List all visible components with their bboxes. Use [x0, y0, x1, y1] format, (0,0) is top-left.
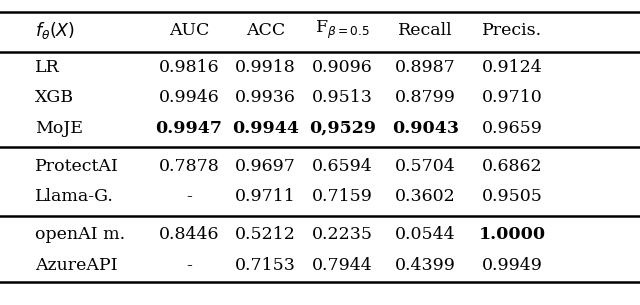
Text: 0.9043: 0.9043 [392, 120, 459, 137]
Text: 0.8799: 0.8799 [395, 89, 456, 106]
Text: 0.9949: 0.9949 [481, 257, 543, 274]
Text: 0.9505: 0.9505 [481, 188, 543, 205]
Text: F$_{\beta=0.5}$: F$_{\beta=0.5}$ [315, 19, 370, 41]
Text: -: - [186, 257, 192, 274]
Text: 0.7159: 0.7159 [312, 188, 373, 205]
Text: 0.2235: 0.2235 [312, 226, 373, 243]
Text: 0.9944: 0.9944 [232, 120, 299, 137]
Text: XGB: XGB [35, 89, 74, 106]
Text: 0.7153: 0.7153 [235, 257, 296, 274]
Text: 0.9096: 0.9096 [312, 59, 372, 76]
Text: 0.5212: 0.5212 [235, 226, 296, 243]
Text: 0.0544: 0.0544 [396, 226, 456, 243]
Text: 0.9947: 0.9947 [156, 120, 222, 137]
Text: 0.9710: 0.9710 [482, 89, 542, 106]
Text: 0,9529: 0,9529 [309, 120, 376, 137]
Text: 0.9936: 0.9936 [235, 89, 296, 106]
Text: -: - [186, 188, 192, 205]
Text: 1.0000: 1.0000 [479, 226, 545, 243]
Text: 0.9711: 0.9711 [236, 188, 296, 205]
Text: AUC: AUC [168, 22, 209, 38]
Text: Llama-G.: Llama-G. [35, 188, 114, 205]
Text: LR: LR [35, 59, 60, 76]
Text: MoJE: MoJE [35, 120, 83, 137]
Text: 0.7878: 0.7878 [159, 158, 219, 175]
Text: 0.4399: 0.4399 [395, 257, 456, 274]
Text: 0.6594: 0.6594 [312, 158, 372, 175]
Text: AzureAPI: AzureAPI [35, 257, 118, 274]
Text: ProtectAI: ProtectAI [35, 158, 119, 175]
Text: Precis.: Precis. [482, 22, 542, 38]
Text: openAI m.: openAI m. [35, 226, 125, 243]
Text: 0.5704: 0.5704 [396, 158, 456, 175]
Text: 0.7944: 0.7944 [312, 257, 372, 274]
Text: 0.9513: 0.9513 [312, 89, 373, 106]
Text: 0.8446: 0.8446 [159, 226, 219, 243]
Text: 0.9918: 0.9918 [236, 59, 296, 76]
Text: 0.6862: 0.6862 [482, 158, 542, 175]
Text: 0.9946: 0.9946 [159, 89, 219, 106]
Text: $f_{\theta}(X)$: $f_{\theta}(X)$ [35, 20, 76, 41]
Text: ACC: ACC [246, 22, 285, 38]
Text: 0.3602: 0.3602 [396, 188, 456, 205]
Text: 0.9124: 0.9124 [482, 59, 542, 76]
Text: 0.9659: 0.9659 [481, 120, 543, 137]
Text: Recall: Recall [398, 22, 453, 38]
Text: 0.9816: 0.9816 [159, 59, 219, 76]
Text: 0.9697: 0.9697 [235, 158, 296, 175]
Text: 0.8987: 0.8987 [396, 59, 456, 76]
